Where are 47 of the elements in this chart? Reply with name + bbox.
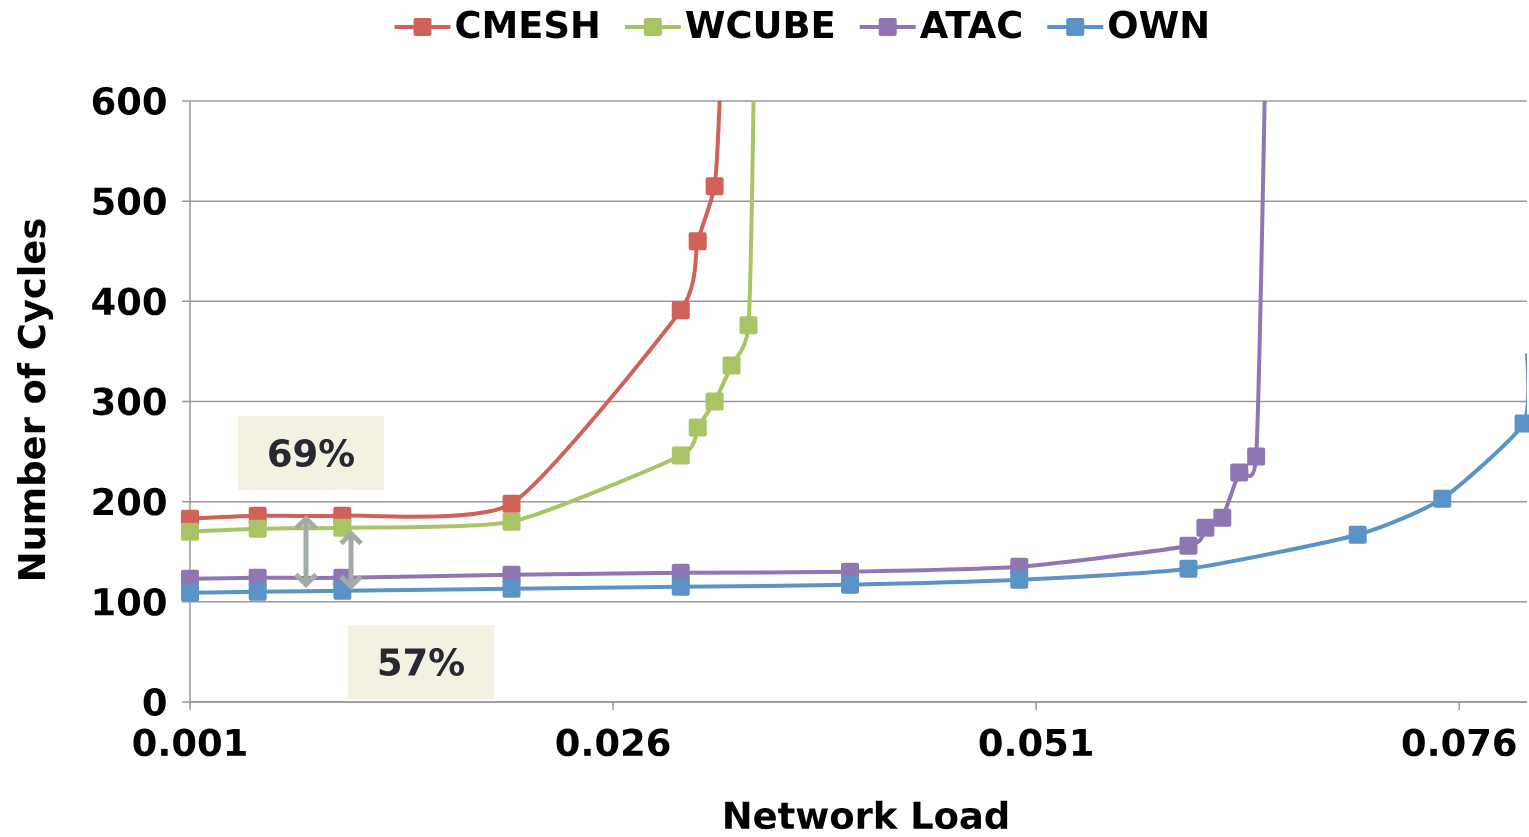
point: [1010, 570, 1029, 589]
y-tick-label: 200: [93, 487, 166, 516]
y-tick-label: 600: [92, 87, 166, 115]
x-tick-label: 0.076: [1402, 728, 1516, 757]
point: [333, 518, 352, 537]
point: [671, 577, 690, 596]
point: [705, 392, 724, 411]
point: [688, 418, 707, 437]
x-tick-label: 0.001: [133, 728, 246, 757]
point: [181, 522, 199, 541]
point: [248, 582, 267, 601]
point: [1213, 508, 1232, 527]
y-axis-title: Number of Cycles: [17, 219, 53, 579]
point: [181, 583, 199, 602]
legend-label: ATAC: [919, 10, 1021, 39]
point: [502, 512, 521, 531]
point: [671, 446, 690, 465]
y-tick-label: 0: [143, 688, 166, 716]
point: [841, 575, 859, 594]
point: [1196, 518, 1215, 537]
x-tick-label: 0.051: [979, 728, 1092, 757]
point: [1433, 489, 1452, 508]
point: [739, 316, 758, 335]
point: [502, 579, 521, 598]
y-tick-label: 300: [93, 387, 166, 416]
point: [688, 232, 707, 251]
y-tick-label: 100: [94, 587, 166, 616]
y-tick-label: 500: [93, 187, 166, 216]
legend-label: WCUBE: [685, 10, 834, 39]
point: [1247, 447, 1266, 466]
point: [1230, 463, 1249, 482]
annotation: 57%: [379, 648, 464, 676]
point: [1348, 525, 1367, 544]
legend-label: CMESH: [456, 10, 598, 39]
point: [722, 356, 741, 375]
y-tick-label: 400: [92, 287, 166, 316]
point: [1179, 536, 1198, 555]
point: [1179, 559, 1198, 578]
point: [671, 301, 690, 320]
point: [333, 581, 352, 600]
point: [705, 177, 724, 196]
point: [502, 494, 521, 513]
legend-label: OWN: [1109, 10, 1207, 39]
annotation: 69%: [269, 439, 354, 467]
x-tick-label: 0.026: [556, 728, 670, 757]
x-axis-title: Network Load: [725, 800, 1008, 830]
point: [248, 519, 267, 538]
